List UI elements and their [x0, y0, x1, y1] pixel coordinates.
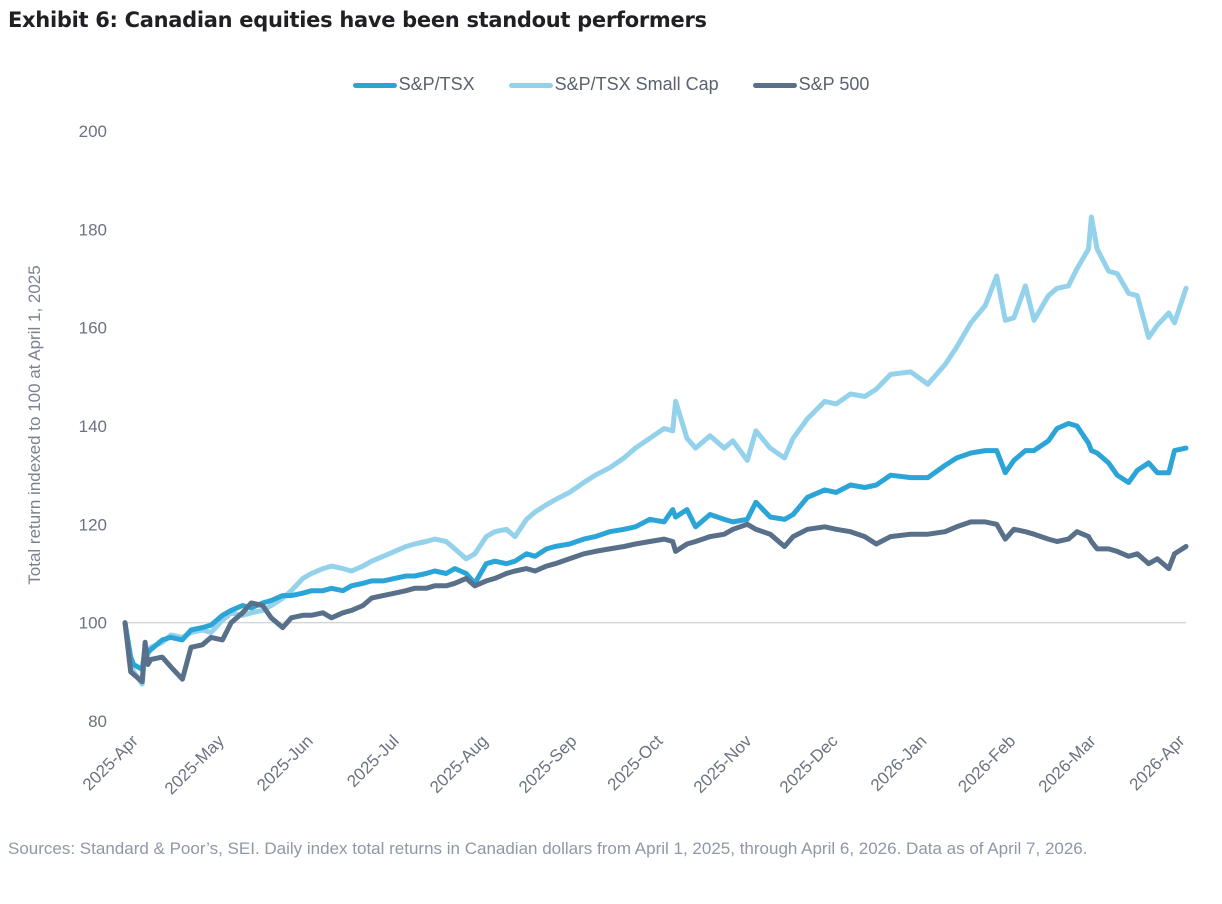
- x-tick-label: 2025-Apr: [79, 731, 142, 794]
- legend-label-sp500: S&P 500: [798, 74, 870, 94]
- chart-legend: S&P/TSX S&P/TSX Small Cap S&P 500: [0, 74, 1222, 95]
- x-tick-label: 2025-Aug: [426, 731, 492, 797]
- chart-title: Exhibit 6: Canadian equities have been s…: [8, 8, 707, 32]
- y-tick-label: 80: [88, 712, 107, 731]
- legend-swatch-tsx: [352, 83, 397, 88]
- x-tick-label: 2025-Jun: [253, 731, 317, 795]
- series-line-s-p-tsx: [122, 421, 1189, 672]
- x-tick-label: 2025-Nov: [690, 731, 756, 797]
- y-axis-ticks: 80 100 120 140 160 180 200: [79, 122, 107, 731]
- y-tick-label: 100: [79, 614, 107, 633]
- x-tick-label: 2025-May: [161, 731, 228, 798]
- source-note: Sources: Standard & Poor’s, SEI. Daily i…: [8, 839, 1088, 858]
- series-line-s-p-tsx-small-cap: [122, 214, 1189, 687]
- y-tick-label: 160: [79, 319, 107, 338]
- legend-item-tsx-small-cap: S&P/TSX Small Cap: [508, 74, 719, 95]
- x-tick-label: 2026-Feb: [954, 731, 1019, 796]
- x-axis-ticks: 2025-Apr 2025-May 2025-Jun 2025-Jul 2025-Aug…: [79, 731, 1189, 798]
- x-tick-label: 2026-Jan: [867, 731, 931, 795]
- series-lines: [122, 214, 1189, 687]
- legend-item-tsx: S&P/TSX: [352, 74, 475, 95]
- x-tick-label: 2025-Sep: [515, 731, 581, 797]
- legend-item-sp500: S&P 500: [752, 74, 870, 95]
- x-tick-label: 2026-Apr: [1126, 731, 1189, 794]
- y-tick-label: 200: [79, 122, 107, 141]
- legend-swatch-tsx-small-cap: [508, 83, 553, 88]
- y-tick-label: 140: [79, 417, 107, 436]
- x-tick-label: 2025-Dec: [776, 731, 842, 797]
- x-tick-label: 2026-Mar: [1035, 731, 1100, 796]
- y-tick-label: 180: [79, 220, 107, 239]
- series-line-s-p-500: [122, 519, 1189, 685]
- legend-label-tsx-small-cap: S&P/TSX Small Cap: [554, 74, 719, 94]
- y-tick-label: 120: [79, 515, 107, 534]
- legend-swatch-sp500: [752, 83, 797, 88]
- x-tick-label: 2025-Jul: [343, 731, 403, 791]
- x-tick-label: 2025-Oct: [604, 731, 667, 794]
- legend-label-tsx: S&P/TSX: [398, 74, 475, 94]
